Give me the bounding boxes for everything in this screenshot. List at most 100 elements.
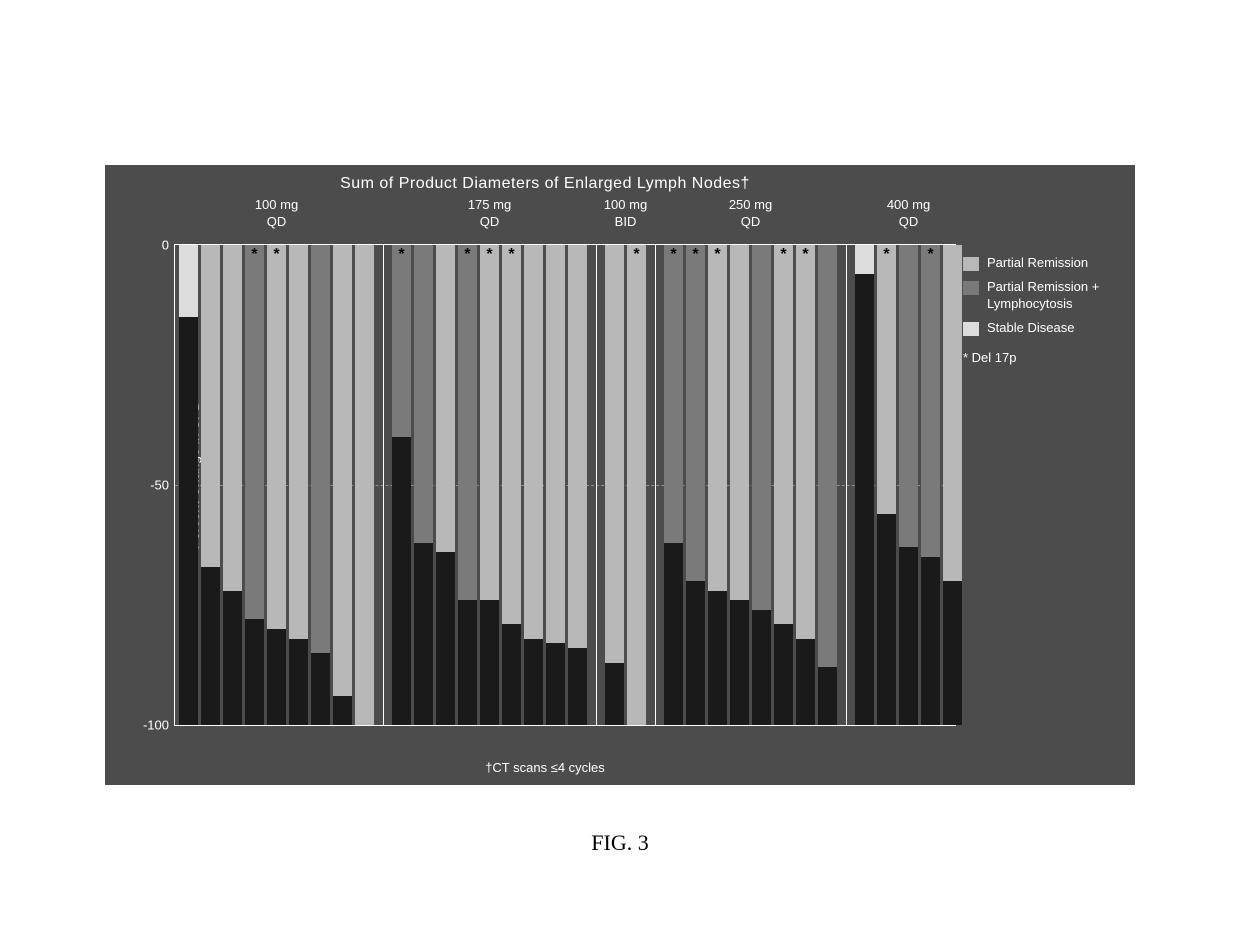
- bar-segment: [877, 245, 896, 514]
- bar-segment: [686, 245, 705, 581]
- bar: [943, 245, 962, 725]
- bar-fill-below: [796, 639, 815, 725]
- bar-segment: [899, 245, 918, 547]
- bar-segment: [392, 245, 411, 437]
- bar-segment: [179, 245, 198, 317]
- bar-fill-below: [730, 600, 749, 725]
- del17p-star-icon: *: [458, 247, 477, 263]
- group-label: 175 mg QD: [388, 197, 591, 231]
- bar: *: [392, 245, 411, 725]
- del17p-star-icon: *: [921, 247, 940, 263]
- legend-label: Partial Remission + Lymphocytosis: [987, 279, 1123, 312]
- del17p-star-icon: *: [877, 247, 896, 263]
- bar-fill-below: [708, 591, 727, 725]
- bar-fill-below: [392, 437, 411, 725]
- legend-item-partial-remission-lymphocytosis: Partial Remission + Lymphocytosis: [963, 279, 1123, 312]
- bar: *: [686, 245, 705, 725]
- bar: [311, 245, 330, 725]
- bar-fill-below: [546, 643, 565, 725]
- bar: *: [267, 245, 286, 725]
- group-label: 100 mg QD: [175, 197, 378, 231]
- bar-fill-below: [333, 696, 352, 725]
- bar-fill-below: [289, 639, 308, 725]
- del17p-star-icon: *: [664, 247, 683, 263]
- bar: [333, 245, 352, 725]
- bar: [355, 245, 374, 725]
- bar-segment: [355, 245, 374, 725]
- legend-item-partial-remission: Partial Remission: [963, 255, 1123, 271]
- bar-fill-below: [502, 624, 521, 725]
- bar-fill-below: [818, 667, 837, 725]
- chart-footnote: †CT scans ≤4 cycles: [105, 760, 985, 775]
- del17p-star-icon: *: [708, 247, 727, 263]
- bar: [414, 245, 433, 725]
- figure-caption: FIG. 3: [0, 830, 1240, 856]
- legend-swatch: [963, 281, 979, 295]
- bar-fill-below: [414, 543, 433, 725]
- bar-segment: [436, 245, 455, 552]
- bar-fill-below: [664, 543, 683, 725]
- bar-segment: [752, 245, 771, 610]
- bar: [524, 245, 543, 725]
- del17p-star-icon: *: [392, 247, 411, 263]
- bar-fill-below: [436, 552, 455, 725]
- bar: [289, 245, 308, 725]
- bar: *: [877, 245, 896, 725]
- bar: [818, 245, 837, 725]
- bar-segment: [921, 245, 940, 557]
- bar-segment: [546, 245, 565, 643]
- bar-fill-below: [267, 629, 286, 725]
- legend-note: * Del 17p: [963, 350, 1123, 365]
- bar-fill-below: [480, 600, 499, 725]
- legend-swatch: [963, 322, 979, 336]
- del17p-star-icon: *: [480, 247, 499, 263]
- bar: *: [458, 245, 477, 725]
- bar-segment: [267, 245, 286, 629]
- del17p-star-icon: *: [627, 247, 646, 263]
- bar: *: [245, 245, 264, 725]
- bar: *: [480, 245, 499, 725]
- bar: [605, 245, 624, 725]
- bar-segment: [311, 245, 330, 653]
- bar: [546, 245, 565, 725]
- group-divider: [383, 245, 384, 725]
- group-divider: [655, 245, 656, 725]
- y-tick: -100: [143, 718, 169, 733]
- group-divider: [846, 245, 847, 725]
- legend-swatch: [963, 257, 979, 271]
- bar-fill-below: [179, 317, 198, 725]
- bar-fill-below: [458, 600, 477, 725]
- chart-title: Sum of Product Diameters of Enlarged Lym…: [105, 175, 985, 193]
- bar-segment: [245, 245, 264, 619]
- bar-segment: [818, 245, 837, 667]
- bar-fill-below: [223, 591, 242, 725]
- bar-segment: [414, 245, 433, 543]
- bar-fill-below: [311, 653, 330, 725]
- bar-segment: [627, 245, 646, 725]
- bar-segment: [605, 245, 624, 663]
- bar-fill-below: [524, 639, 543, 725]
- bar-fill-below: [245, 619, 264, 725]
- bar-fill-below: [774, 624, 793, 725]
- del17p-star-icon: *: [796, 247, 815, 263]
- group-label: 250 mg QD: [660, 197, 841, 231]
- group-divider: [596, 245, 597, 725]
- bar-segment: [730, 245, 749, 600]
- bar-segment: [664, 245, 683, 543]
- bar-segment: [524, 245, 543, 639]
- bar-fill-below: [877, 514, 896, 725]
- bar-fill-below: [752, 610, 771, 725]
- chart-frame: Sum of Product Diameters of Enlarged Lym…: [105, 165, 1135, 785]
- y-tick: -50: [150, 478, 169, 493]
- bar-fill-below: [686, 581, 705, 725]
- bar-fill-below: [201, 567, 220, 725]
- bar-fill-below: [605, 663, 624, 725]
- bar-fill-below: [899, 547, 918, 725]
- bar: [899, 245, 918, 725]
- bar: [752, 245, 771, 725]
- bar: [201, 245, 220, 725]
- bar-segment: [774, 245, 793, 624]
- bar-fill-below: [943, 581, 962, 725]
- group-label: 400 mg QD: [851, 197, 966, 231]
- group-label: 100 mg BID: [601, 197, 650, 231]
